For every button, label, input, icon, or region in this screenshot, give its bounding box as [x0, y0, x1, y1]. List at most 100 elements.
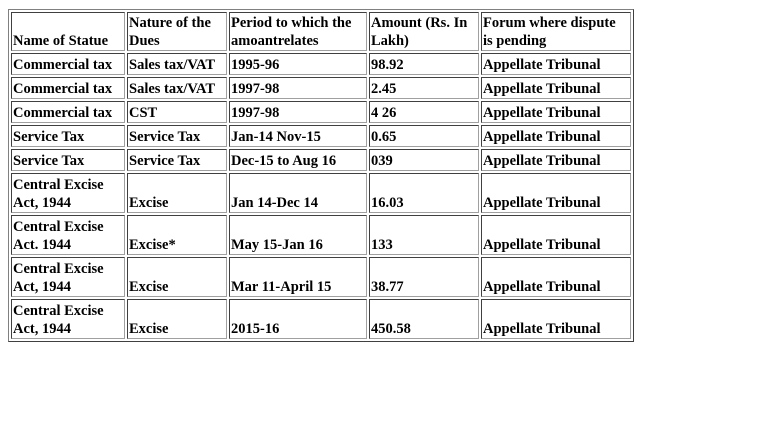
cell-amount: 039 — [369, 149, 479, 171]
cell-period: 1995-96 — [229, 53, 367, 75]
statue-line: Act, 1944 — [13, 279, 71, 295]
cell-amount: 4 26 — [369, 101, 479, 123]
statue-line: Central Excise — [13, 303, 104, 319]
cell-forum-text: Appellate Tribunal — [483, 153, 601, 169]
table-row: Central Excise Act, 1944 Excise Mar 11-Apri… — [11, 257, 631, 297]
cell-forum: Appellate Tribunal — [481, 299, 631, 339]
cell-forum: Appellate Tribunal — [481, 257, 631, 297]
cell-period: 1997-98 — [229, 77, 367, 99]
cell-statue: Service Tax — [11, 149, 125, 171]
cell-forum: Appellate Tribunal — [481, 53, 631, 75]
cell-nature-text: Excise — [129, 195, 169, 211]
cell-forum-text: Appellate Tribunal — [483, 57, 601, 73]
cell-amount: 0.65 — [369, 125, 479, 147]
statue-line: Commercial tax — [13, 81, 113, 97]
cell-forum: Appellate Tribunal — [481, 173, 631, 213]
cell-statue: Service Tax — [11, 125, 125, 147]
cell-forum-text: Appellate Tribunal — [483, 279, 601, 295]
cell-statue: Central Excise Act, 1944 — [11, 173, 125, 213]
cell-nature: Excise — [127, 257, 227, 297]
cell-period-text: May 15-Jan 16 — [231, 237, 323, 253]
cell-amount: 133 — [369, 215, 479, 255]
cell-period-text: Jan 14-Dec 14 — [231, 195, 318, 211]
header-cell-text: Name of Statue — [13, 33, 109, 49]
cell-forum-text: Appellate Tribunal — [483, 129, 601, 145]
cell-amount-text: 16.03 — [371, 195, 404, 211]
statue-line: Act, 1944 — [13, 195, 71, 211]
cell-amount: 450.58 — [369, 299, 479, 339]
cell-period: Mar 11-April 15 — [229, 257, 367, 297]
statue-line: Central Excise — [13, 219, 104, 235]
cell-nature: Excise — [127, 173, 227, 213]
cell-period-text: 1997-98 — [231, 81, 280, 97]
cell-statue: Central Excise Act, 1944 — [11, 257, 125, 297]
cell-nature-text: Excise — [129, 279, 169, 295]
table-body: Name of Statue Nature of the Dues Period … — [11, 12, 631, 339]
cell-forum: Appellate Tribunal — [481, 215, 631, 255]
table-row: Commercial tax CST 1997-98 4 26 Appellate Tr… — [11, 101, 631, 123]
cell-amount-text: 4 26 — [371, 105, 397, 121]
table-row: Commercial tax Sales tax/VAT 1997-98 2.45 Ap… — [11, 77, 631, 99]
cell-forum: Appellate Tribunal — [481, 77, 631, 99]
cell-nature: Sales tax/VAT — [127, 53, 227, 75]
cell-forum-text: Appellate Tribunal — [483, 195, 601, 211]
statue-line: Commercial tax — [13, 105, 113, 121]
cell-amount-text: 98.92 — [371, 57, 404, 73]
cell-nature: Excise* — [127, 215, 227, 255]
cell-nature-text: Excise — [129, 321, 169, 337]
statue-line: Commercial tax — [13, 57, 113, 73]
header-nature-of-dues: Nature of the Dues — [127, 12, 227, 51]
cell-forum-text: Appellate Tribunal — [483, 81, 601, 97]
cell-period: Jan-14 Nov-15 — [229, 125, 367, 147]
dispute-table: Name of Statue Nature of the Dues Period … — [8, 9, 634, 342]
cell-amount: 2.45 — [369, 77, 479, 99]
header-amount: Amount (Rs. In Lakh) — [369, 12, 479, 51]
cell-nature: CST — [127, 101, 227, 123]
cell-nature-text: Service Tax — [129, 153, 201, 169]
cell-amount-text: 450.58 — [371, 321, 411, 337]
header-cell-text: is pending — [483, 33, 547, 49]
statue-line: Act, 1944 — [13, 321, 71, 337]
cell-nature: Service Tax — [127, 149, 227, 171]
cell-nature-text: CST — [129, 105, 158, 121]
cell-amount-text: 38.77 — [371, 279, 404, 295]
cell-statue: Commercial tax — [11, 101, 125, 123]
cell-amount-text: 133 — [371, 237, 393, 253]
header-cell-text: Forum where dispute — [483, 15, 616, 31]
cell-period-text: Jan-14 Nov-15 — [231, 129, 321, 145]
cell-period-text: Mar 11-April 15 — [231, 279, 332, 295]
cell-period-text: 1995-96 — [231, 57, 280, 73]
header-cell-text: Nature of the — [129, 15, 211, 31]
statue-line: Act. 1944 — [13, 237, 71, 253]
cell-statue: Commercial tax — [11, 53, 125, 75]
cell-amount-text: 2.45 — [371, 81, 397, 97]
statue-line: Central Excise — [13, 261, 104, 277]
cell-period-text: 1997-98 — [231, 105, 280, 121]
table-header-row: Name of Statue Nature of the Dues Period … — [11, 12, 631, 51]
cell-nature-text: Service Tax — [129, 129, 201, 145]
table-row: Central Excise Act, 1944 Excise Jan 14-Dec … — [11, 173, 631, 213]
header-cell-text: Amount (Rs. In — [371, 15, 468, 31]
cell-period: May 15-Jan 16 — [229, 215, 367, 255]
cell-period: Dec-15 to Aug 16 — [229, 149, 367, 171]
dispute-table-container: Name of Statue Nature of the Dues Period … — [8, 9, 634, 342]
cell-nature: Service Tax — [127, 125, 227, 147]
cell-nature: Sales tax/VAT — [127, 77, 227, 99]
cell-nature: Excise — [127, 299, 227, 339]
header-name-of-statue: Name of Statue — [11, 12, 125, 51]
table-row: Service Tax Service Tax Dec-15 to Aug 16 03… — [11, 149, 631, 171]
header-period: Period to which the amoantrelates — [229, 12, 367, 51]
header-cell-text: Period to which the — [231, 15, 352, 31]
cell-nature-text: Sales tax/VAT — [129, 57, 216, 73]
cell-period: Jan 14-Dec 14 — [229, 173, 367, 213]
table-row: Service Tax Service Tax Jan-14 Nov-15 0.65 A… — [11, 125, 631, 147]
cell-period-text: Dec-15 to Aug 16 — [231, 153, 337, 169]
table-row: Central Excise Act. 1944 Excise* May 15-Jan… — [11, 215, 631, 255]
header-cell-text: amoantrelates — [231, 33, 319, 49]
cell-nature-text: Sales tax/VAT — [129, 81, 216, 97]
cell-forum: Appellate Tribunal — [481, 101, 631, 123]
cell-statue: Commercial tax — [11, 77, 125, 99]
header-cell-text: Dues — [129, 33, 160, 49]
cell-forum-text: Appellate Tribunal — [483, 105, 601, 121]
cell-forum: Appellate Tribunal — [481, 149, 631, 171]
